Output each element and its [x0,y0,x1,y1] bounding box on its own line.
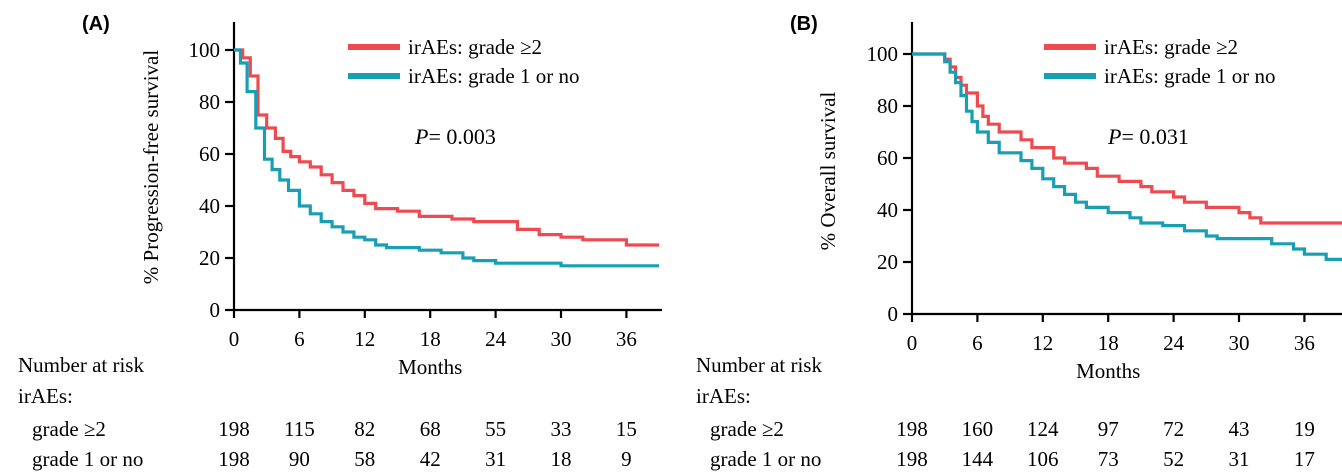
risk-value: 198 [218,417,250,441]
p-value-symbol: P [414,124,428,149]
risk-row-label: grade 1 or no [32,447,143,471]
risk-value: 73 [1098,447,1119,471]
risk-row-label: grade ≥2 [32,417,106,441]
legend-entry: irAEs: grade 1 or no [1104,64,1275,88]
risk-value: 90 [289,447,310,471]
legend-entry: irAEs: grade ≥2 [1104,35,1238,59]
risk-value: 115 [284,417,315,441]
x-tick-label: 30 [551,327,572,351]
risk-row-label: grade ≥2 [710,417,784,441]
risk-value: 72 [1163,417,1184,441]
risk-table-group-label: irAEs: [696,384,751,408]
y-tick-label: 100 [189,38,221,62]
risk-value: 42 [420,447,441,471]
y-tick-label: 60 [877,146,898,170]
x-tick-label: 24 [485,327,507,351]
risk-value: 198 [896,447,928,471]
risk-value: 68 [420,417,441,441]
risk-value: 160 [962,417,994,441]
x-tick-label: 24 [1163,331,1185,355]
risk-value: 17 [1294,447,1315,471]
risk-value: 198 [896,417,928,441]
chart-panel-b: (B) 0 20 40 60 80 100 0 6 12 18 24 30 36 Months % Overa… [696,13,1342,471]
chart-panel-a: (A) 0 20 40 60 80 100 0 6 12 18 24 30 36 Months % Progr… [18,13,662,471]
risk-value: 124 [1027,417,1059,441]
y-axis-title: % Overall survival [816,92,840,251]
km-curve-grade2 [234,48,660,247]
risk-value: 58 [354,447,375,471]
x-tick-label: 36 [1294,331,1315,355]
x-tick-label: 12 [354,327,375,351]
x-tick-label: 18 [420,327,441,351]
y-tick-label: 40 [877,198,898,222]
risk-value: 19 [1294,417,1315,441]
risk-value: 55 [485,417,506,441]
y-tick-label: 40 [199,194,220,218]
p-value: P= 0.003 [414,124,496,149]
x-tick-label: 6 [294,327,305,351]
risk-value: 33 [551,417,572,441]
p-value: P= 0.031 [1107,124,1189,149]
y-tick-label: 100 [867,42,899,66]
risk-table-group-label: irAEs: [18,384,73,408]
x-tick-label: 0 [907,331,918,355]
risk-value: 144 [962,447,994,471]
x-axis-title: Months [1076,359,1140,383]
risk-value: 97 [1098,417,1119,441]
y-tick-label: 60 [199,142,220,166]
y-tick-label: 80 [199,90,220,114]
y-tick-label: 20 [199,246,220,270]
y-tick-label: 20 [877,250,898,274]
risk-value: 82 [354,417,375,441]
risk-value: 18 [551,447,572,471]
x-tick-label: 0 [229,327,240,351]
risk-value: 31 [485,447,506,471]
risk-table-header: Number at risk [18,353,144,377]
risk-value: 106 [1027,447,1059,471]
x-tick-label: 12 [1032,331,1053,355]
legend-entry: irAEs: grade 1 or no [408,64,579,88]
panel-label: (A) [82,13,110,35]
x-tick-label: 30 [1229,331,1250,355]
x-tick-label: 36 [616,327,637,351]
y-tick-label: 80 [877,94,898,118]
risk-value: 31 [1229,447,1250,471]
risk-table-header: Number at risk [696,353,822,377]
risk-value: 9 [621,447,632,471]
p-value-symbol: P [1107,124,1121,149]
risk-value: 52 [1163,447,1184,471]
y-axis-title: % Progression-free survival [139,50,163,285]
km-curve-grade1 [912,52,1342,261]
x-axis-title: Months [398,355,462,379]
risk-value: 15 [616,417,637,441]
legend-entry: irAEs: grade ≥2 [408,35,542,59]
risk-value: 198 [218,447,250,471]
panel-label: (B) [790,13,818,35]
risk-value: 43 [1229,417,1250,441]
p-value-number: = 0.003 [428,124,495,149]
risk-row-label: grade 1 or no [710,447,821,471]
x-tick-label: 18 [1098,331,1119,355]
y-tick-label: 0 [888,302,899,326]
y-tick-label: 0 [210,298,221,322]
p-value-number: = 0.031 [1121,124,1188,149]
x-tick-label: 6 [972,331,983,355]
km-curve-grade1 [234,48,660,268]
